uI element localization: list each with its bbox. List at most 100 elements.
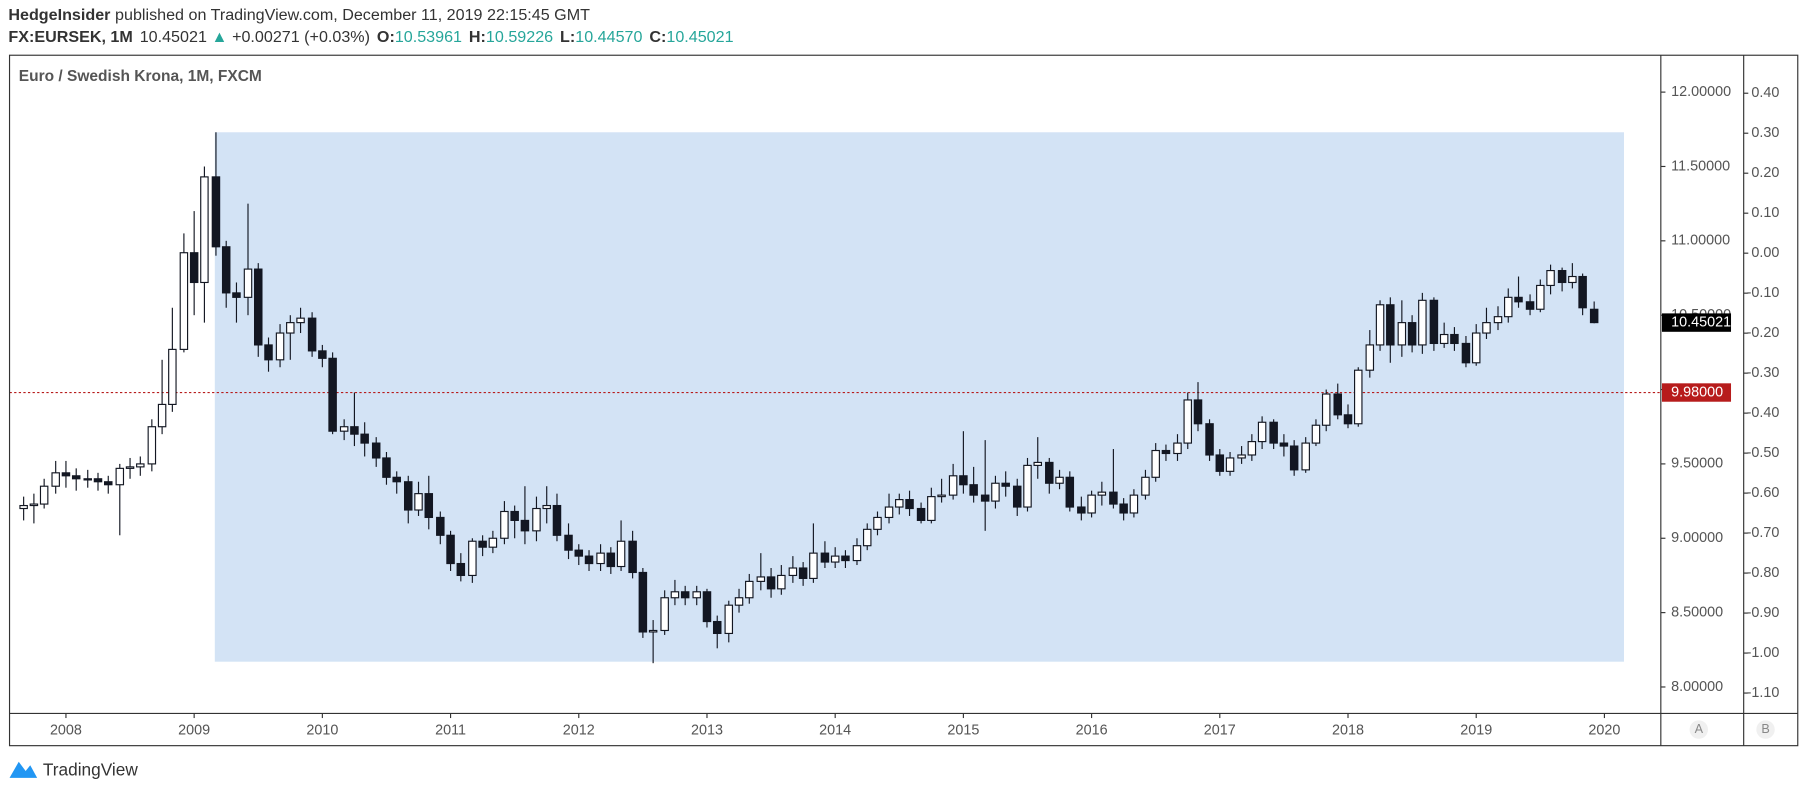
x-tick-label: 2014 — [819, 723, 851, 739]
candle-body — [1012, 485, 1022, 508]
candle-body — [1045, 461, 1054, 484]
candle-body — [712, 620, 722, 635]
candle-body — [1023, 464, 1032, 508]
candle-body — [1173, 442, 1182, 455]
candle-body — [1354, 369, 1363, 425]
y-tick-label: 9.50000 — [1671, 456, 1723, 472]
candle-body — [798, 567, 808, 579]
candle-body — [1141, 476, 1150, 496]
candle-body — [852, 545, 862, 562]
candle-body — [905, 499, 914, 510]
x-tick-label: 2013 — [691, 723, 723, 739]
logo-icon — [9, 761, 38, 778]
price-line-tag — [1661, 383, 1732, 402]
candle-body — [766, 576, 776, 590]
ohlc-label: O: — [377, 28, 395, 46]
candle-body — [125, 466, 135, 469]
candle-body — [1033, 461, 1043, 466]
candle-body — [328, 357, 337, 432]
header-line: HedgeInsider published on TradingView.com… — [8, 6, 590, 24]
candle-body — [1333, 393, 1343, 416]
x-tick-label: 2020 — [1588, 723, 1620, 739]
candle-body — [147, 426, 157, 465]
candle-body — [1129, 494, 1139, 514]
candle-body — [692, 591, 701, 599]
candle-body — [1205, 423, 1214, 456]
candle-body — [296, 317, 305, 324]
candle-body — [103, 481, 113, 486]
scale-button-label[interactable]: B — [1761, 722, 1769, 736]
symbol-line: FX:EURSEK, 1M 10.45021 ▲ +0.00271 (+0.03%) O… — [8, 28, 733, 46]
candle-body — [1301, 442, 1310, 471]
ohlc-value: 10.44570 — [575, 28, 642, 46]
candle-body — [211, 176, 221, 248]
x-tick-label: 2012 — [563, 723, 595, 739]
candle-body — [895, 499, 904, 508]
y2-tick-label: 0.40 — [1751, 85, 1779, 101]
x-tick-label: 2011 — [435, 723, 466, 739]
candle-body — [136, 463, 145, 468]
scale-button[interactable] — [1689, 720, 1709, 739]
y2-tick-label: -0.70 — [1747, 525, 1780, 541]
candle-body — [638, 571, 648, 633]
candle-body — [991, 482, 1000, 502]
candle-body — [596, 552, 605, 565]
candle-body — [1119, 503, 1128, 514]
brand: TradingView — [43, 760, 138, 780]
change: +0.00271 (+0.03%) — [232, 28, 370, 46]
candle-body — [1151, 449, 1160, 478]
y-tick-label: 9.00000 — [1671, 530, 1723, 546]
plot-area — [9, 132, 1661, 664]
candle-body — [1065, 476, 1075, 508]
candle-body — [1493, 316, 1503, 324]
candle-body — [702, 591, 712, 623]
candle-body — [670, 591, 680, 599]
candle-body — [574, 549, 584, 557]
candle-body — [200, 176, 209, 284]
candle-body — [1365, 344, 1375, 371]
y2-tick-label: -0.20 — [1747, 325, 1780, 341]
candle-body — [820, 552, 830, 563]
scale-button-label[interactable]: A — [1695, 722, 1704, 736]
candle-body — [1311, 424, 1321, 444]
candle-body — [1450, 333, 1459, 345]
candle-body — [414, 493, 423, 511]
candle-body — [275, 332, 285, 361]
candle-body — [1289, 445, 1299, 471]
candle-body — [61, 472, 71, 477]
candle-body — [532, 507, 541, 532]
y2-tick-label: -1.00 — [1747, 645, 1780, 661]
candle-body — [424, 493, 434, 519]
candle-body — [1279, 442, 1289, 447]
scale-button[interactable] — [1756, 720, 1775, 739]
candle-body — [510, 510, 519, 521]
x-tick-label: 2009 — [178, 723, 210, 739]
candle-body — [318, 350, 327, 359]
candle-body — [371, 442, 381, 459]
candle-body — [884, 506, 894, 519]
candle-body — [29, 503, 39, 507]
candle-body — [1386, 304, 1395, 346]
candle-body — [51, 472, 60, 487]
candle-body — [243, 268, 253, 298]
y2-tick-label: -0.50 — [1747, 445, 1780, 461]
y2-tick-label: 0.10 — [1751, 205, 1779, 221]
candle-body — [948, 475, 958, 496]
candle-body — [724, 604, 734, 635]
candle-body — [1397, 322, 1407, 346]
candle-body — [1471, 332, 1481, 364]
candle-body — [1439, 333, 1449, 345]
y2-tick-label: -0.40 — [1747, 405, 1780, 421]
y-tick-label: 12.00000 — [1671, 84, 1731, 100]
candle-body — [488, 537, 498, 548]
candle-body — [403, 481, 413, 511]
candle-body — [307, 317, 317, 352]
y2-tick-label: 0.30 — [1751, 125, 1779, 141]
candle-body — [157, 403, 167, 428]
candle-body — [264, 344, 273, 361]
candle-body — [189, 252, 199, 284]
candle-body — [1237, 454, 1246, 459]
candle-body — [232, 292, 241, 298]
candle-body — [1578, 275, 1587, 309]
